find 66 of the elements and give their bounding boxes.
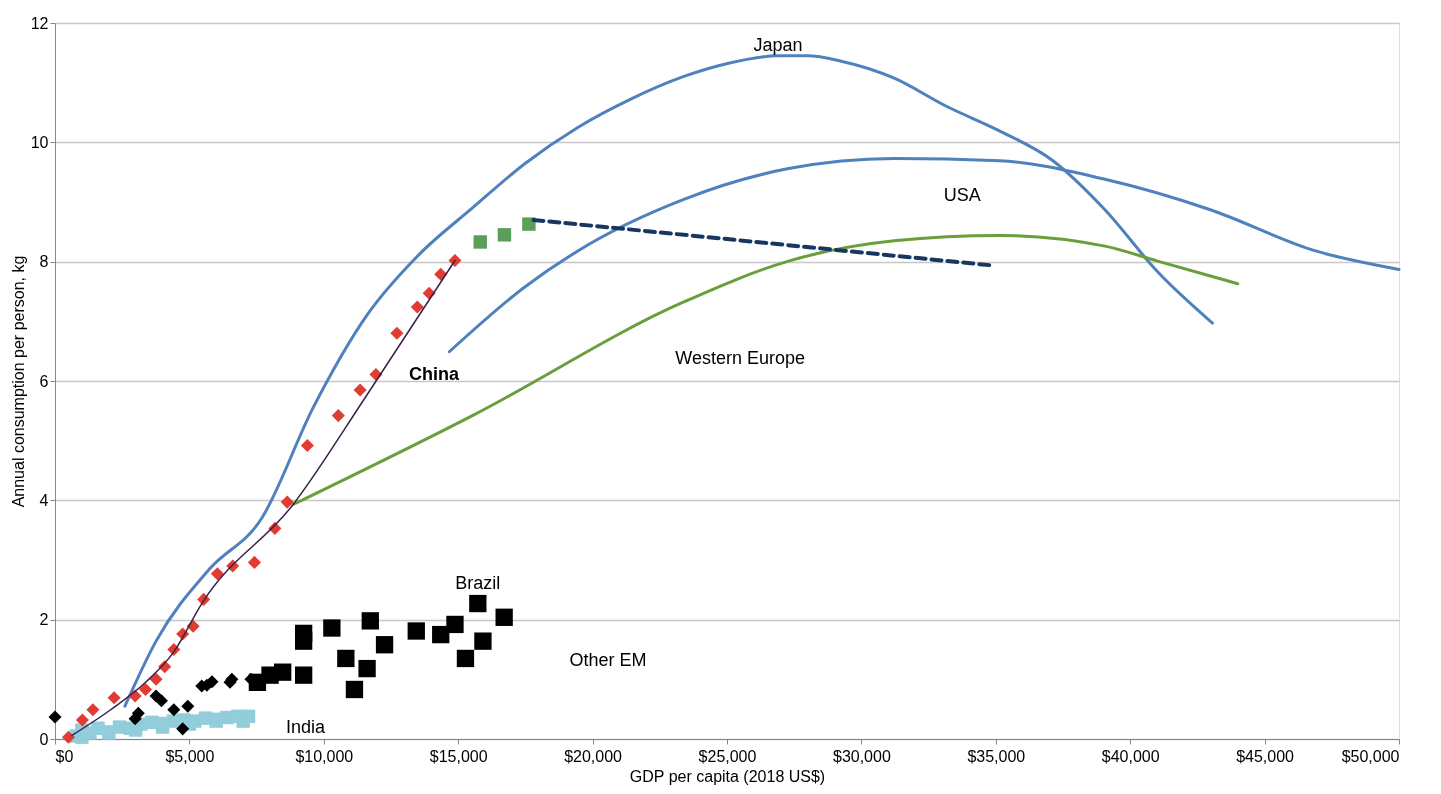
point — [410, 300, 424, 314]
point — [331, 409, 345, 423]
y-tick-label: 0 — [39, 730, 49, 748]
x-tick-label: $35,000 — [967, 747, 1026, 765]
point — [474, 632, 492, 650]
point — [390, 326, 404, 340]
point — [61, 730, 75, 744]
point — [456, 649, 475, 668]
point — [210, 567, 224, 581]
point — [181, 699, 195, 713]
point — [247, 555, 261, 569]
point — [75, 713, 89, 727]
point — [323, 619, 341, 637]
point — [446, 615, 464, 634]
x-tick-label: $25,000 — [698, 747, 757, 765]
annotation: Other EM — [569, 650, 647, 670]
point — [294, 624, 313, 643]
point — [473, 235, 487, 249]
point — [300, 438, 314, 452]
y-tick-label: 6 — [39, 372, 49, 390]
text: Western Europe — [675, 348, 806, 369]
point — [205, 675, 219, 689]
point — [48, 710, 62, 724]
point — [337, 649, 355, 668]
point — [154, 694, 168, 708]
point — [407, 622, 425, 640]
point — [345, 680, 364, 699]
point — [497, 228, 512, 242]
point — [107, 691, 121, 705]
point — [149, 672, 163, 686]
x-tick-label: $20,000 — [564, 747, 623, 765]
y-axis-title: Annual consumption per person, kg — [9, 255, 27, 508]
series-label: USA — [943, 185, 981, 206]
point — [522, 217, 536, 231]
point — [294, 666, 313, 684]
point — [131, 706, 145, 720]
x-tick-label: $15,000 — [429, 747, 488, 765]
y-tick-label: 12 — [30, 14, 49, 32]
point — [353, 383, 367, 397]
x-tick-label: $50,000 — [1341, 747, 1400, 765]
annotation: China — [408, 364, 460, 384]
x-tick-label: $5,000 — [165, 747, 215, 765]
x-tick-label: $40,000 — [1101, 747, 1160, 765]
point — [139, 682, 153, 696]
series-label: Japan — [753, 34, 803, 55]
y-tick-label: 8 — [39, 253, 49, 271]
x-tick-label: $0 — [55, 747, 74, 765]
point — [274, 663, 292, 681]
y-tick-label: 4 — [39, 491, 49, 509]
point — [86, 703, 100, 717]
y-tick-label: 2 — [39, 611, 49, 629]
point — [167, 703, 181, 717]
series-label: Brazil — [455, 572, 501, 593]
series-label: India — [286, 717, 327, 738]
point — [280, 495, 294, 509]
point — [358, 659, 376, 678]
point — [375, 636, 394, 654]
y-tick-label: 10 — [30, 133, 49, 151]
x-tick-label: $10,000 — [295, 747, 354, 765]
point — [361, 612, 379, 630]
x-axis-title: GDP per capita (2018 US$) — [629, 767, 826, 785]
x-tick-label: $45,000 — [1236, 747, 1295, 765]
x-tick-label: $30,000 — [832, 747, 891, 765]
point — [495, 608, 513, 626]
point — [469, 594, 487, 613]
point — [176, 722, 190, 736]
